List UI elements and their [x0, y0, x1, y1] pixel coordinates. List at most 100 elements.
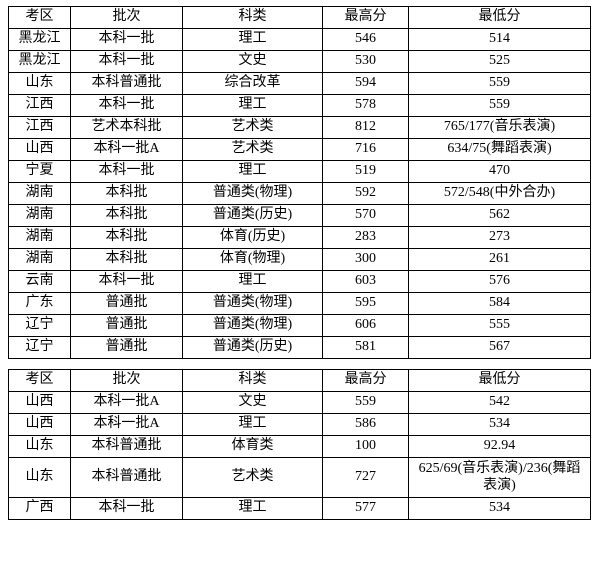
table-row: 江西本科一批理工578559	[9, 95, 591, 117]
table-row: 山西本科一批A艺术类716634/75(舞蹈表演)	[9, 139, 591, 161]
table-cell: 广东	[9, 293, 71, 315]
tables-container: 考区 批次 科类 最高分 最低分 黑龙江本科一批理工546514黑龙江本科一批文…	[0, 0, 599, 526]
table-cell: 山东	[9, 458, 71, 498]
table-cell: 300	[323, 249, 409, 271]
table-1-body: 黑龙江本科一批理工546514黑龙江本科一批文史530525山东本科普通批综合改…	[9, 29, 591, 359]
table-cell: 文史	[183, 392, 323, 414]
table-cell: 黑龙江	[9, 29, 71, 51]
table-row: 山东本科普通批综合改革594559	[9, 73, 591, 95]
table-cell: 581	[323, 337, 409, 359]
table-cell: 530	[323, 51, 409, 73]
col-header-max: 最高分	[323, 7, 409, 29]
col-header-category: 科类	[183, 370, 323, 392]
table-cell: 本科一批A	[71, 414, 183, 436]
col-header-region: 考区	[9, 370, 71, 392]
table-cell: 519	[323, 161, 409, 183]
table-cell: 理工	[183, 29, 323, 51]
table-cell: 本科一批	[71, 271, 183, 293]
table-cell: 本科批	[71, 183, 183, 205]
table-row: 辽宁普通批普通类(历史)581567	[9, 337, 591, 359]
table-row: 山西本科一批A文史559542	[9, 392, 591, 414]
table-cell: 理工	[183, 161, 323, 183]
table-cell: 586	[323, 414, 409, 436]
table-cell: 普通批	[71, 293, 183, 315]
table-cell: 534	[409, 498, 591, 520]
table-cell: 273	[409, 227, 591, 249]
table-cell: 92.94	[409, 436, 591, 458]
table-cell: 本科批	[71, 227, 183, 249]
table-cell: 宁夏	[9, 161, 71, 183]
table-cell: 559	[323, 392, 409, 414]
table-row: 广西本科一批理工577534	[9, 498, 591, 520]
table-cell: 辽宁	[9, 337, 71, 359]
table-cell: 普通类(物理)	[183, 315, 323, 337]
table-cell: 湖南	[9, 183, 71, 205]
col-header-batch: 批次	[71, 370, 183, 392]
table-cell: 湖南	[9, 227, 71, 249]
table-cell: 470	[409, 161, 591, 183]
table-cell: 普通批	[71, 337, 183, 359]
table-cell: 本科普通批	[71, 73, 183, 95]
table-cell: 体育(历史)	[183, 227, 323, 249]
table-cell: 本科一批	[71, 161, 183, 183]
table-cell: 595	[323, 293, 409, 315]
table-cell: 716	[323, 139, 409, 161]
table-cell: 湖南	[9, 205, 71, 227]
scores-table-2: 考区 批次 科类 最高分 最低分 山西本科一批A文史559542山西本科一批A理…	[8, 369, 591, 520]
table-header-row: 考区 批次 科类 最高分 最低分	[9, 370, 591, 392]
table-cell: 555	[409, 315, 591, 337]
table-cell: 江西	[9, 95, 71, 117]
table-cell: 本科普通批	[71, 436, 183, 458]
col-header-min: 最低分	[409, 7, 591, 29]
table-row: 湖南本科批普通类(物理)592572/548(中外合办)	[9, 183, 591, 205]
table-cell: 本科一批	[71, 95, 183, 117]
table-row: 湖南本科批普通类(历史)570562	[9, 205, 591, 227]
table-cell: 艺术类	[183, 139, 323, 161]
table-cell: 584	[409, 293, 591, 315]
table-cell: 体育类	[183, 436, 323, 458]
table-cell: 本科批	[71, 205, 183, 227]
col-header-category: 科类	[183, 7, 323, 29]
table-cell: 普通批	[71, 315, 183, 337]
table-cell: 542	[409, 392, 591, 414]
table-cell: 理工	[183, 95, 323, 117]
table-cell: 理工	[183, 271, 323, 293]
table-cell: 578	[323, 95, 409, 117]
table-header-row: 考区 批次 科类 最高分 最低分	[9, 7, 591, 29]
table-cell: 艺术类	[183, 458, 323, 498]
table-cell: 606	[323, 315, 409, 337]
table-cell: 603	[323, 271, 409, 293]
table-cell: 普通类(物理)	[183, 293, 323, 315]
col-header-batch: 批次	[71, 7, 183, 29]
table-row: 黑龙江本科一批文史530525	[9, 51, 591, 73]
table-cell: 本科一批	[71, 498, 183, 520]
table-cell: 本科一批	[71, 51, 183, 73]
table-cell: 572/548(中外合办)	[409, 183, 591, 205]
table-cell: 100	[323, 436, 409, 458]
table-cell: 283	[323, 227, 409, 249]
table-cell: 577	[323, 498, 409, 520]
table-cell: 艺术类	[183, 117, 323, 139]
table-cell: 黑龙江	[9, 51, 71, 73]
table-row: 山东本科普通批体育类10092.94	[9, 436, 591, 458]
table-cell: 艺术本科批	[71, 117, 183, 139]
table-cell: 广西	[9, 498, 71, 520]
table-cell: 山西	[9, 139, 71, 161]
table-cell: 山西	[9, 392, 71, 414]
table-2-body: 山西本科一批A文史559542山西本科一批A理工586 534 山东本科普通批体育类…	[9, 392, 591, 520]
table-cell: 765/177(音乐表演)	[409, 117, 591, 139]
table-cell: 559	[409, 95, 591, 117]
table-cell: 云南	[9, 271, 71, 293]
table-cell: 文史	[183, 51, 323, 73]
col-header-region: 考区	[9, 7, 71, 29]
table-row: 云南本科一批理工603576	[9, 271, 591, 293]
table-cell: 综合改革	[183, 73, 323, 95]
table-cell: 594	[323, 73, 409, 95]
table-cell: 514	[409, 29, 591, 51]
table-cell: 625/69(音乐表演)/236(舞蹈表演)	[409, 458, 591, 498]
table-cell: 570	[323, 205, 409, 227]
table-cell: 普通类(物理)	[183, 183, 323, 205]
table-cell: 634/75(舞蹈表演)	[409, 139, 591, 161]
table-cell: 本科一批A	[71, 392, 183, 414]
table-cell: 理工	[183, 414, 323, 436]
